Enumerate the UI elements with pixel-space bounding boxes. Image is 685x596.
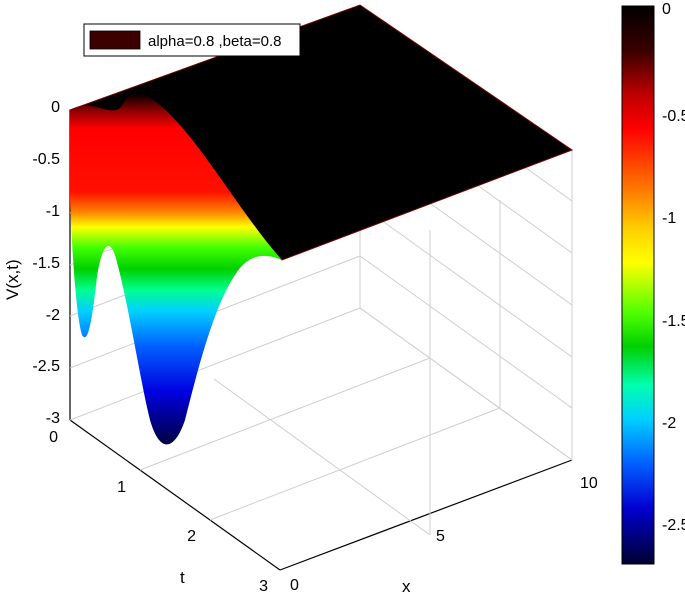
z-tick-label: -3	[46, 410, 60, 427]
legend-swatch	[89, 30, 141, 50]
colorbar-tick-label: -2.5	[662, 517, 685, 534]
x-axis-line	[279, 459, 573, 571]
z-tick-label: -0.5	[32, 151, 60, 168]
x-tick-label: 5	[436, 528, 445, 545]
colorbar-tick-label: -1	[662, 210, 676, 227]
t-tick-label: 1	[117, 479, 126, 496]
t-tick-label: 0	[49, 429, 58, 446]
colorbar-ticks: 0 -0.5 -1 -1.5 -2 -2.5	[662, 1, 685, 534]
colorbar-gradient	[621, 5, 655, 565]
colorbar: 0 -0.5 -1 -1.5 -2 -2.5	[621, 1, 685, 565]
colorbar-tick-label: 0	[662, 1, 671, 18]
legend-box	[83, 23, 301, 57]
z-tick-label: -1.5	[32, 255, 60, 272]
x-tick-label: 10	[580, 475, 598, 492]
surface-colored-front	[70, 93, 282, 445]
y-axis-label: t	[180, 568, 185, 587]
z-ticks: 0 -0.5 -1 -1.5 -2 -2.5 -3	[32, 99, 60, 427]
colorbar-tick-label: -1.5	[662, 313, 685, 330]
z-tick-label: 0	[51, 99, 60, 116]
colorbar-tick-label: -0.5	[662, 108, 685, 125]
x-tick-label: 0	[290, 577, 299, 594]
x-ticks: 0 5 10	[290, 475, 598, 594]
z-tick-label: -2.5	[32, 358, 60, 375]
t-axis-line	[69, 419, 281, 571]
z-tick-label: -1	[46, 203, 60, 220]
colorbar-tick-label: -2	[662, 415, 676, 432]
surface	[68, 4, 574, 445]
z-tick-label: -2	[46, 307, 60, 324]
x-axis-label: x	[402, 577, 411, 596]
z-axis-label: V(x,t)	[3, 259, 22, 300]
t-ticks: 0 1 2 3	[49, 429, 268, 595]
t-tick-label: 2	[187, 528, 196, 545]
legend: alpha=0.8 ,beta=0.8	[83, 23, 301, 57]
t-tick-label: 3	[259, 578, 268, 595]
legend-label: alpha=0.8 ,beta=0.8	[148, 33, 281, 50]
